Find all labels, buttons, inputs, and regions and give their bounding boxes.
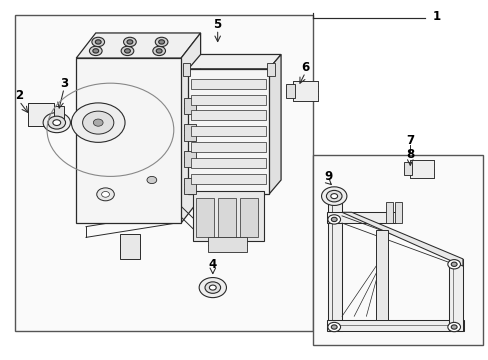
Bar: [385, 202, 392, 223]
Text: 8: 8: [406, 148, 413, 161]
Bar: [27, 103, 54, 126]
Bar: [183, 98, 195, 114]
Circle shape: [153, 46, 165, 55]
Bar: [193, 191, 264, 241]
Circle shape: [124, 49, 130, 53]
Bar: [375, 230, 387, 320]
Text: 7: 7: [406, 134, 413, 147]
Bar: [183, 151, 195, 167]
Circle shape: [102, 192, 109, 197]
Bar: [190, 95, 266, 105]
Circle shape: [327, 322, 340, 332]
Bar: [188, 69, 268, 194]
Circle shape: [199, 278, 226, 298]
Circle shape: [127, 40, 133, 44]
Bar: [183, 125, 195, 140]
Bar: [293, 81, 317, 101]
Bar: [448, 259, 462, 330]
Bar: [190, 126, 266, 136]
Bar: [76, 58, 181, 223]
Bar: [183, 178, 195, 194]
Bar: [285, 84, 294, 98]
Circle shape: [93, 49, 99, 53]
Circle shape: [95, 40, 101, 44]
Bar: [54, 107, 64, 123]
Bar: [394, 202, 401, 223]
Circle shape: [330, 217, 336, 222]
Text: 3: 3: [60, 77, 68, 90]
Circle shape: [326, 190, 341, 202]
Circle shape: [447, 260, 460, 269]
Bar: [207, 237, 246, 252]
Circle shape: [97, 188, 114, 201]
Polygon shape: [188, 54, 281, 69]
Circle shape: [121, 46, 134, 55]
Bar: [190, 142, 266, 152]
Polygon shape: [76, 33, 200, 58]
Bar: [409, 159, 433, 178]
Bar: [312, 155, 483, 345]
Polygon shape: [341, 212, 462, 266]
Bar: [15, 15, 312, 330]
Circle shape: [327, 215, 340, 224]
Bar: [190, 79, 266, 89]
Bar: [190, 158, 266, 168]
Circle shape: [43, 113, 70, 133]
Bar: [182, 63, 189, 76]
Circle shape: [89, 46, 102, 55]
Circle shape: [450, 325, 456, 329]
Circle shape: [53, 120, 61, 126]
Circle shape: [204, 282, 220, 293]
Bar: [217, 198, 236, 237]
Circle shape: [92, 37, 104, 46]
Text: 6: 6: [301, 60, 309, 73]
Text: 1: 1: [432, 10, 440, 23]
Bar: [120, 234, 140, 259]
Text: 2: 2: [15, 89, 23, 102]
Polygon shape: [181, 33, 200, 223]
Circle shape: [450, 262, 456, 266]
Circle shape: [71, 103, 125, 142]
Bar: [328, 202, 341, 330]
Bar: [404, 162, 411, 175]
Circle shape: [147, 176, 157, 184]
Text: 9: 9: [324, 170, 332, 183]
Circle shape: [158, 40, 164, 44]
Circle shape: [447, 322, 460, 332]
Circle shape: [209, 285, 216, 290]
Circle shape: [155, 37, 167, 46]
Bar: [195, 198, 214, 237]
Circle shape: [123, 37, 136, 46]
Bar: [327, 212, 395, 223]
Bar: [327, 320, 463, 330]
Polygon shape: [268, 54, 281, 194]
Circle shape: [93, 119, 103, 126]
Circle shape: [321, 187, 346, 206]
Circle shape: [48, 116, 65, 129]
Circle shape: [330, 194, 337, 199]
Bar: [239, 198, 258, 237]
Circle shape: [156, 49, 162, 53]
Text: 4: 4: [208, 258, 217, 271]
Bar: [267, 63, 274, 76]
Circle shape: [330, 325, 336, 329]
Bar: [190, 111, 266, 121]
Bar: [190, 174, 266, 184]
Circle shape: [82, 111, 114, 134]
Text: 5: 5: [213, 18, 222, 31]
